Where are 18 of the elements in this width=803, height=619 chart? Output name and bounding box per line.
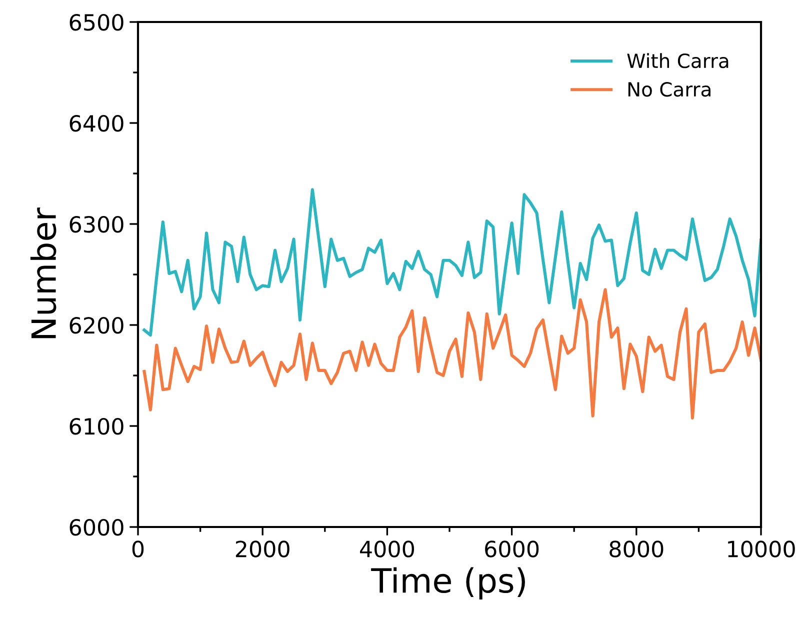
x-tick-label: 2000 — [236, 540, 290, 558]
y-axis-title: Number — [30, 208, 56, 338]
x-tick-label: 8000 — [610, 540, 664, 558]
y-tick-label: 6500 — [70, 14, 124, 31]
x-axis-title: Time (ps) — [371, 567, 525, 600]
x-tick-label: 6000 — [485, 540, 539, 558]
x-tick-label: 4000 — [360, 540, 414, 558]
y-tick-label: 6100 — [70, 418, 124, 435]
line-series — [142, 188, 761, 337]
legend-label: With Carra — [627, 53, 728, 68]
line-series — [142, 288, 761, 420]
legend-label: No Carra — [628, 82, 710, 97]
y-tick-label: 6000 — [70, 518, 124, 536]
y-tick-label: 6400 — [70, 114, 124, 132]
x-tick-label: 10000 — [728, 540, 795, 558]
y-tick-label: 6300 — [70, 216, 124, 233]
y-tick-label: 6200 — [70, 316, 124, 334]
x-tick-label: 0 — [132, 540, 144, 558]
